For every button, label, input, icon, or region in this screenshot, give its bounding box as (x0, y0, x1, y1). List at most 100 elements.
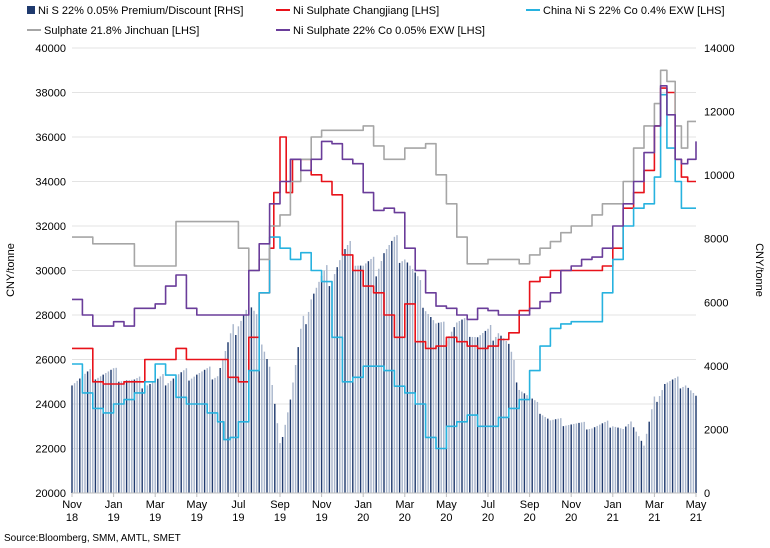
premium-bar-119 (380, 261, 383, 493)
x-tick-year-5: 19 (274, 512, 286, 524)
premium-bar-83 (287, 412, 289, 493)
left-tick-label-7: 34000 (35, 177, 66, 189)
premium-bar-190 (565, 425, 567, 493)
x-tick-month-7: Jan (354, 499, 372, 511)
premium-bar-33 (157, 378, 159, 493)
premium-bar-101 (333, 274, 336, 493)
premium-bar-41 (177, 374, 180, 493)
premium-bar-123 (391, 240, 393, 493)
premium-bar-157 (479, 335, 481, 493)
premium-bar-174 (523, 393, 526, 493)
left-tick-label-4: 28000 (35, 310, 66, 322)
premium-bar-120 (383, 253, 385, 493)
premium-bar-62 (232, 324, 234, 493)
premium-bar-49 (198, 373, 201, 493)
premium-bar-218 (638, 436, 640, 493)
premium-bar-191 (567, 425, 570, 493)
x-tick-year-10: 20 (482, 512, 494, 524)
premium-bar-143 (443, 321, 445, 493)
left-tick-label-10: 40000 (35, 43, 66, 55)
premium-bar-215 (630, 421, 632, 493)
x-tick-year-9: 20 (440, 512, 452, 524)
premium-bar-217 (635, 431, 637, 493)
premium-bar-78 (274, 403, 276, 493)
premium-bar-202 (596, 425, 598, 493)
premium-bar-76 (268, 366, 271, 493)
premium-bar-8 (92, 366, 94, 493)
premium-bar-219 (640, 440, 643, 493)
premium-bar-11 (99, 376, 102, 493)
premium-bar-59 (224, 351, 227, 493)
x-tick-month-8: Mar (395, 499, 414, 511)
premium-bar-198 (586, 429, 588, 493)
premium-bar-192 (570, 424, 572, 493)
premium-bar-17 (115, 367, 117, 493)
x-tick-year-11: 20 (523, 512, 535, 524)
premium-bar-194 (575, 423, 578, 493)
premium-bar-204 (601, 423, 604, 493)
x-tick-month-6: Nov (312, 499, 332, 511)
premium-bar-77 (271, 385, 273, 493)
premium-bar-107 (349, 240, 351, 493)
x-tick-month-14: Mar (645, 499, 664, 511)
premium-bar-150 (461, 319, 463, 493)
left-tick-label-9: 38000 (35, 88, 66, 100)
premium-bar-115 (370, 258, 372, 493)
premium-bar-35 (162, 374, 164, 493)
premium-bar-145 (448, 336, 450, 493)
premium-bar-37 (167, 383, 169, 493)
premium-bar-137 (427, 314, 429, 493)
premium-bar-27 (141, 388, 143, 493)
premium-bar-94 (315, 287, 318, 493)
right-tick-label-2: 4000 (704, 361, 728, 373)
premium-bar-240 (695, 395, 697, 493)
premium-bar-10 (97, 377, 99, 493)
premium-bar-57 (219, 368, 221, 493)
premium-bar-3 (79, 378, 81, 493)
premium-bar-172 (518, 389, 520, 493)
premium-bar-14 (107, 371, 110, 493)
premium-bar-183 (547, 418, 549, 493)
premium-bar-116 (372, 256, 375, 493)
premium-bar-144 (445, 340, 448, 493)
premium-bar-147 (453, 327, 455, 493)
premium-bar-95 (318, 281, 320, 493)
premium-bar-72 (258, 337, 260, 493)
x-tick-month-1: Jan (105, 499, 123, 511)
premium-bar-98 (326, 265, 328, 493)
premium-bar-146 (450, 331, 453, 493)
series-line-ni-sulphate-22-co-0-05-exw-lhs (72, 85, 697, 327)
premium-bar-170 (513, 359, 515, 493)
legend-label-china-ni-s: China Ni S 22% Co 0.4% EXW [LHS] (543, 5, 725, 17)
premium-bar-228 (664, 383, 666, 493)
x-tick-month-13: Jan (604, 499, 622, 511)
premium-bar-6 (86, 371, 89, 493)
premium-bar-38 (170, 380, 172, 493)
premium-bar-152 (466, 316, 468, 493)
legend-swatch-premium (27, 6, 35, 14)
premium-bar-151 (463, 318, 466, 493)
premium-bar-0 (71, 385, 73, 493)
premium-bar-47 (193, 376, 195, 493)
premium-bar-96 (320, 275, 323, 493)
premium-bar-173 (521, 391, 523, 493)
x-tick-year-0: 18 (66, 512, 78, 524)
premium-bar-193 (573, 423, 575, 493)
premium-bar-42 (180, 372, 182, 493)
premium-bar-200 (591, 428, 593, 493)
premium-bar-118 (378, 268, 380, 493)
premium-bar-88 (300, 328, 302, 493)
premium-bar-87 (297, 347, 299, 493)
premium-bar-111 (359, 265, 362, 493)
premium-bar-139 (432, 320, 435, 493)
premium-bar-90 (305, 324, 307, 493)
premium-bar-84 (289, 399, 292, 493)
x-tick-month-12: Nov (561, 499, 581, 511)
premium-bar-22 (128, 380, 130, 493)
premium-bar-128 (404, 259, 406, 493)
premium-bar-182 (544, 416, 546, 493)
premium-bar-126 (398, 262, 401, 493)
premium-bar-232 (674, 378, 676, 493)
premium-bar-208 (612, 426, 614, 493)
premium-bar-117 (375, 276, 377, 493)
